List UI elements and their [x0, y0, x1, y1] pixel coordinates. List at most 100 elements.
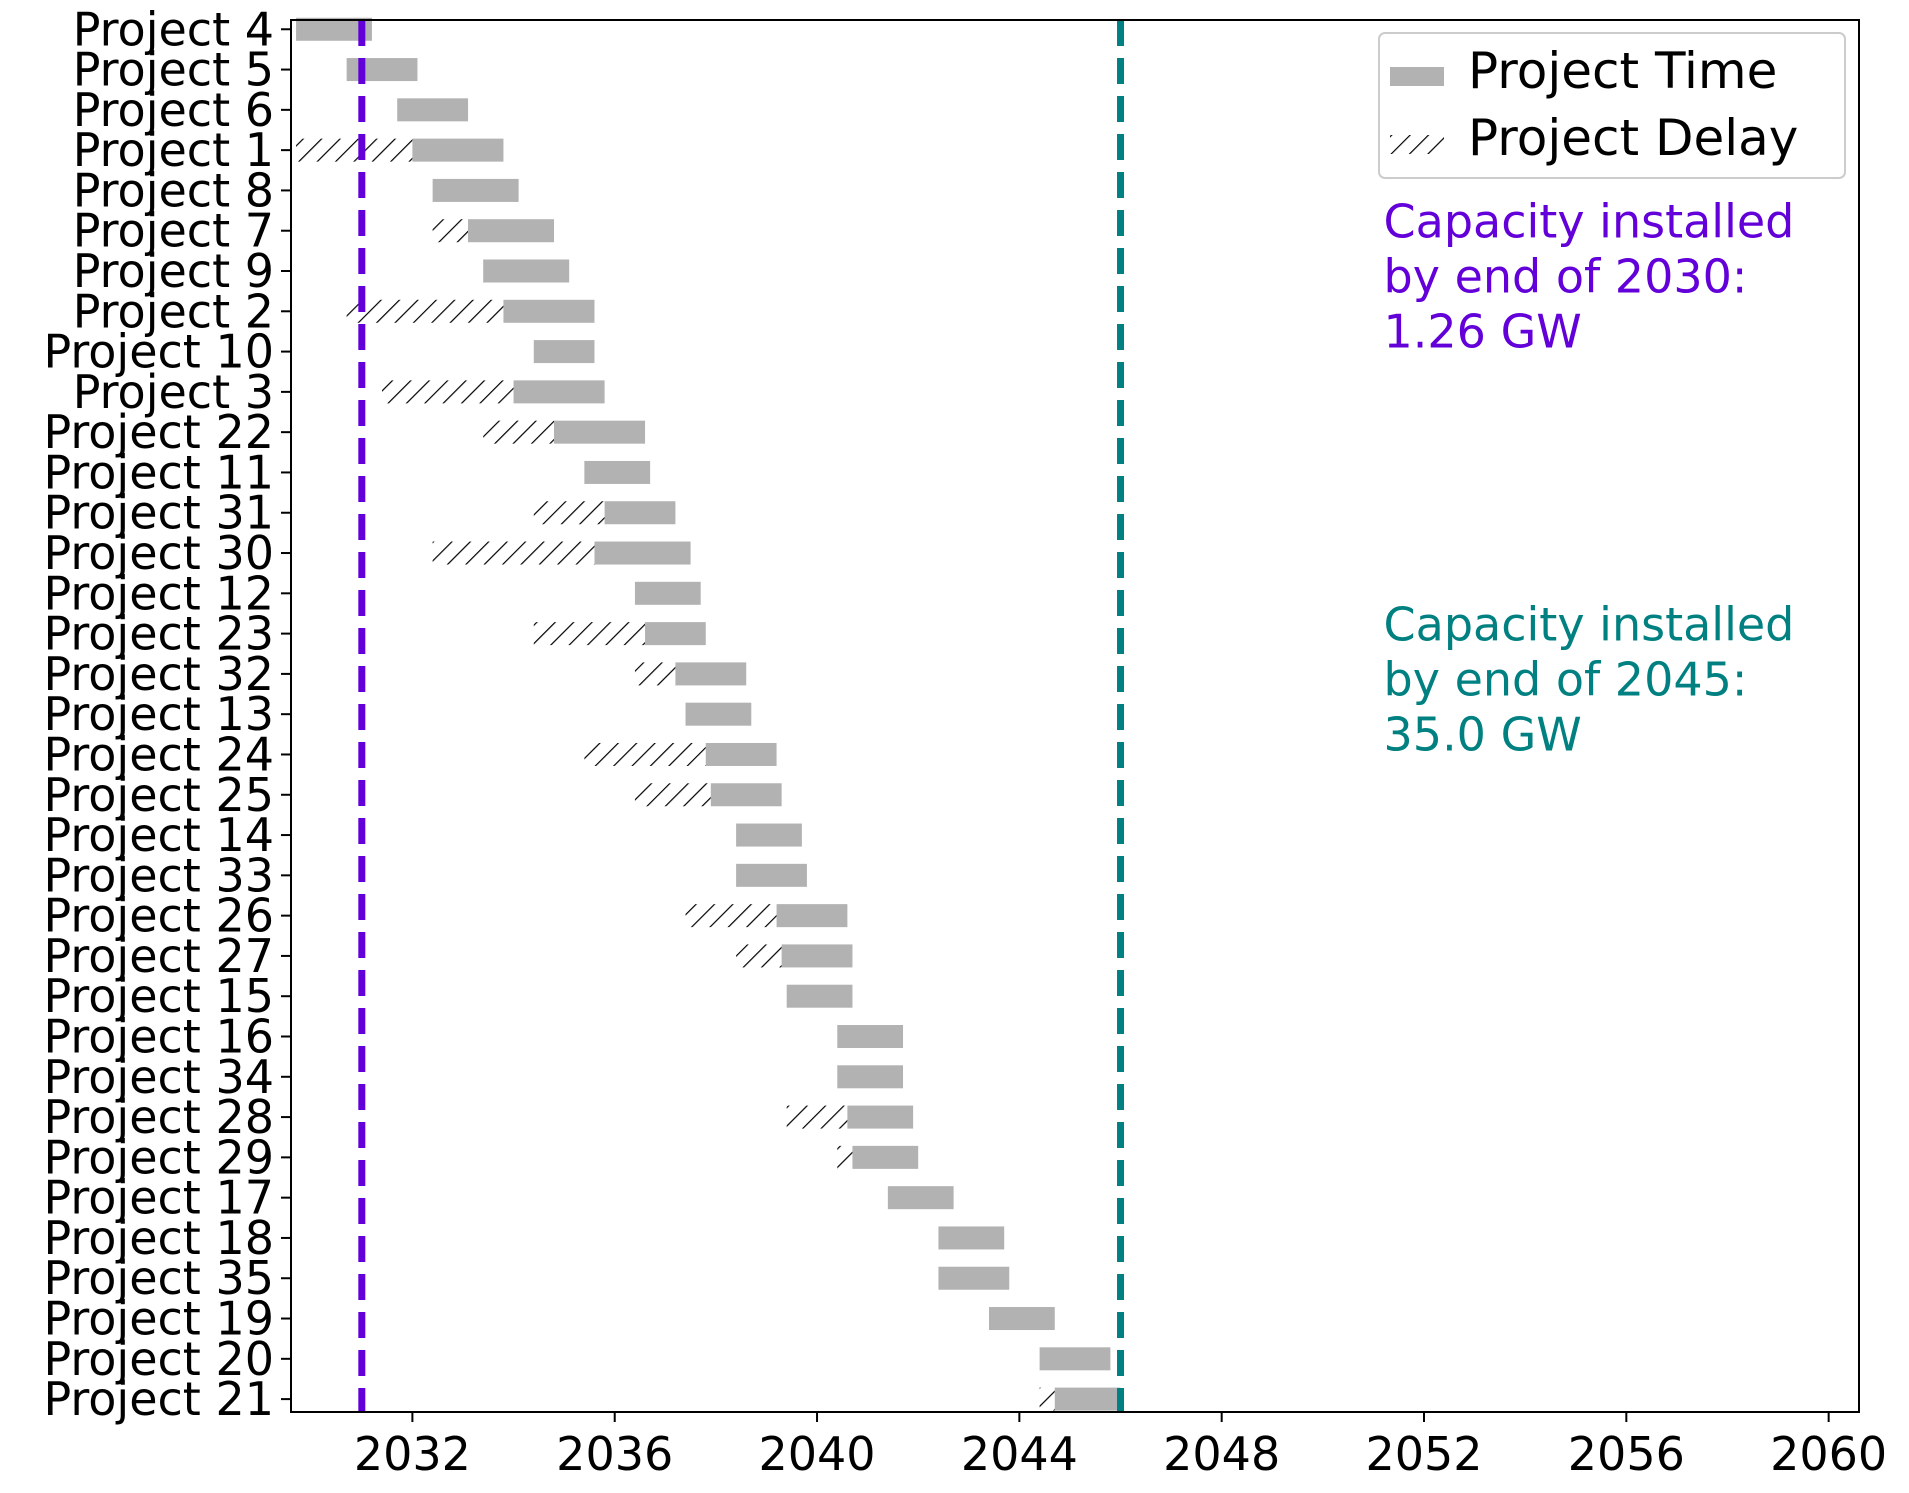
- delay-bar-project-25: [634, 783, 711, 807]
- y-tick-label-project-16: Project 16: [43, 1010, 274, 1064]
- time-bar-project-15: [786, 984, 853, 1008]
- time-bar-project-34: [837, 1065, 904, 1089]
- y-tick-label-project-8: Project 8: [73, 163, 274, 217]
- x-tick-label-2048: 2048: [1163, 1427, 1280, 1481]
- y-tick-label-project-14: Project 14: [43, 808, 274, 862]
- delay-bar-project-26: [685, 904, 777, 928]
- time-bar-project-13: [685, 702, 752, 726]
- x-tick-label-2036: 2036: [556, 1427, 673, 1481]
- y-tick-label-project-17: Project 17: [43, 1171, 274, 1225]
- legend-label-project-delay: Project Delay: [1468, 109, 1798, 167]
- y-tick-label-project-6: Project 6: [73, 83, 274, 137]
- y-tick-label-project-34: Project 34: [43, 1050, 274, 1104]
- delay-bar-project-31: [533, 501, 605, 525]
- time-bar-project-18: [938, 1226, 1005, 1250]
- y-tick-label-project-2: Project 2: [73, 284, 274, 338]
- time-bar-project-30: [594, 541, 691, 565]
- time-bar-project-6: [397, 98, 469, 122]
- time-bar-project-7: [468, 219, 555, 243]
- y-tick-label-project-22: Project 22: [43, 405, 274, 459]
- y-tick-label-project-33: Project 33: [43, 848, 274, 902]
- annotation-0-line-2: 1.26 GW: [1384, 305, 1582, 359]
- time-bar-project-12: [634, 581, 701, 605]
- time-bar-project-32: [675, 662, 747, 686]
- reference-lines-layer: [358, 20, 1125, 1412]
- time-bar-project-21: [1054, 1387, 1121, 1411]
- y-tick-label-project-9: Project 9: [73, 244, 274, 298]
- y-tick-label-project-25: Project 25: [43, 768, 274, 822]
- annotation-1-line-2: 35.0 GW: [1384, 707, 1582, 761]
- x-tick-label-2060: 2060: [1770, 1427, 1887, 1481]
- delay-bar-project-23: [533, 622, 646, 646]
- y-tick-label-project-10: Project 10: [43, 325, 274, 379]
- time-bar-project-24: [705, 742, 777, 766]
- delay-bar-project-7: [432, 219, 469, 243]
- time-bar-project-31: [604, 501, 676, 525]
- annotation-1-line-1: by end of 2045:: [1384, 652, 1748, 706]
- time-bar-project-8: [432, 178, 519, 202]
- delay-bar-project-32: [634, 662, 676, 686]
- annotation-1-line-0: Capacity installed: [1384, 597, 1795, 651]
- delay-bar-project-24: [584, 742, 706, 766]
- delay-bar-project-2: [346, 299, 504, 323]
- y-tick-label-project-13: Project 13: [43, 687, 274, 741]
- time-bar-project-1: [412, 138, 504, 162]
- delay-bar-project-1: [296, 138, 413, 162]
- time-bar-project-33: [736, 863, 807, 887]
- x-tick-label-2040: 2040: [758, 1427, 875, 1481]
- time-bar-project-10: [533, 340, 595, 364]
- y-tick-label-project-21: Project 21: [43, 1372, 274, 1426]
- x-tick-label-2044: 2044: [961, 1427, 1078, 1481]
- legend-label-project-time: Project Time: [1468, 42, 1777, 100]
- y-tick-label-project-29: Project 29: [43, 1130, 274, 1184]
- time-bar-project-16: [837, 1025, 904, 1049]
- y-tick-label-project-19: Project 19: [43, 1292, 274, 1346]
- time-bar-project-19: [989, 1307, 1055, 1331]
- y-tick-label-project-18: Project 18: [43, 1211, 274, 1265]
- y-tick-label-project-5: Project 5: [73, 43, 274, 97]
- time-bar-project-23: [645, 622, 706, 646]
- time-bar-project-20: [1039, 1347, 1111, 1371]
- time-bar-project-28: [847, 1105, 914, 1129]
- legend: Project Time Project Delay: [1378, 32, 1846, 179]
- y-tick-label-project-20: Project 20: [43, 1332, 274, 1386]
- time-bar-project-3: [513, 380, 605, 404]
- delay-bar-project-29: [837, 1145, 853, 1169]
- y-tick-label-project-24: Project 24: [43, 727, 274, 781]
- y-tick-label-project-26: Project 26: [43, 889, 274, 943]
- delay-bar-project-22: [483, 420, 555, 444]
- plot-background: [291, 20, 1859, 1412]
- annotation-0-line-0: Capacity installed: [1384, 195, 1795, 249]
- time-bar-project-35: [938, 1266, 1010, 1290]
- y-tick-label-project-30: Project 30: [43, 526, 274, 580]
- delay-bar-project-28: [786, 1105, 848, 1129]
- y-tick-label-project-3: Project 3: [73, 365, 274, 419]
- x-tick-label-2032: 2032: [354, 1427, 471, 1481]
- y-tick-label-project-31: Project 31: [43, 486, 274, 540]
- delay-bar-project-3: [382, 380, 514, 404]
- time-bar-project-11: [584, 460, 651, 484]
- y-tick-label-project-28: Project 28: [43, 1090, 274, 1144]
- y-tick-label-project-23: Project 23: [43, 607, 274, 661]
- delay-bar-project-30: [432, 541, 595, 565]
- y-tick-label-project-27: Project 27: [43, 929, 274, 983]
- time-bar-project-14: [736, 823, 802, 847]
- time-bar-project-25: [710, 783, 782, 807]
- y-tick-label-project-32: Project 32: [43, 647, 274, 701]
- x-axis: 2032 2036 2040 2044 2048 2052 2056 2060: [354, 1412, 1887, 1481]
- y-tick-label-project-11: Project 11: [43, 445, 274, 499]
- y-tick-label-project-1: Project 1: [73, 123, 274, 177]
- y-tick-label-project-35: Project 35: [43, 1251, 274, 1305]
- annotation-0-line-1: by end of 2030:: [1384, 250, 1748, 304]
- time-bar-project-4: [296, 17, 372, 41]
- time-bar-project-27: [781, 944, 853, 968]
- time-bar-project-22: [554, 420, 646, 444]
- y-tick-label-project-15: Project 15: [43, 969, 274, 1023]
- x-tick-label-2052: 2052: [1365, 1427, 1482, 1481]
- x-tick-label-2056: 2056: [1568, 1427, 1685, 1481]
- time-bar-project-17: [887, 1186, 954, 1210]
- plot-frame: [290, 19, 1860, 1413]
